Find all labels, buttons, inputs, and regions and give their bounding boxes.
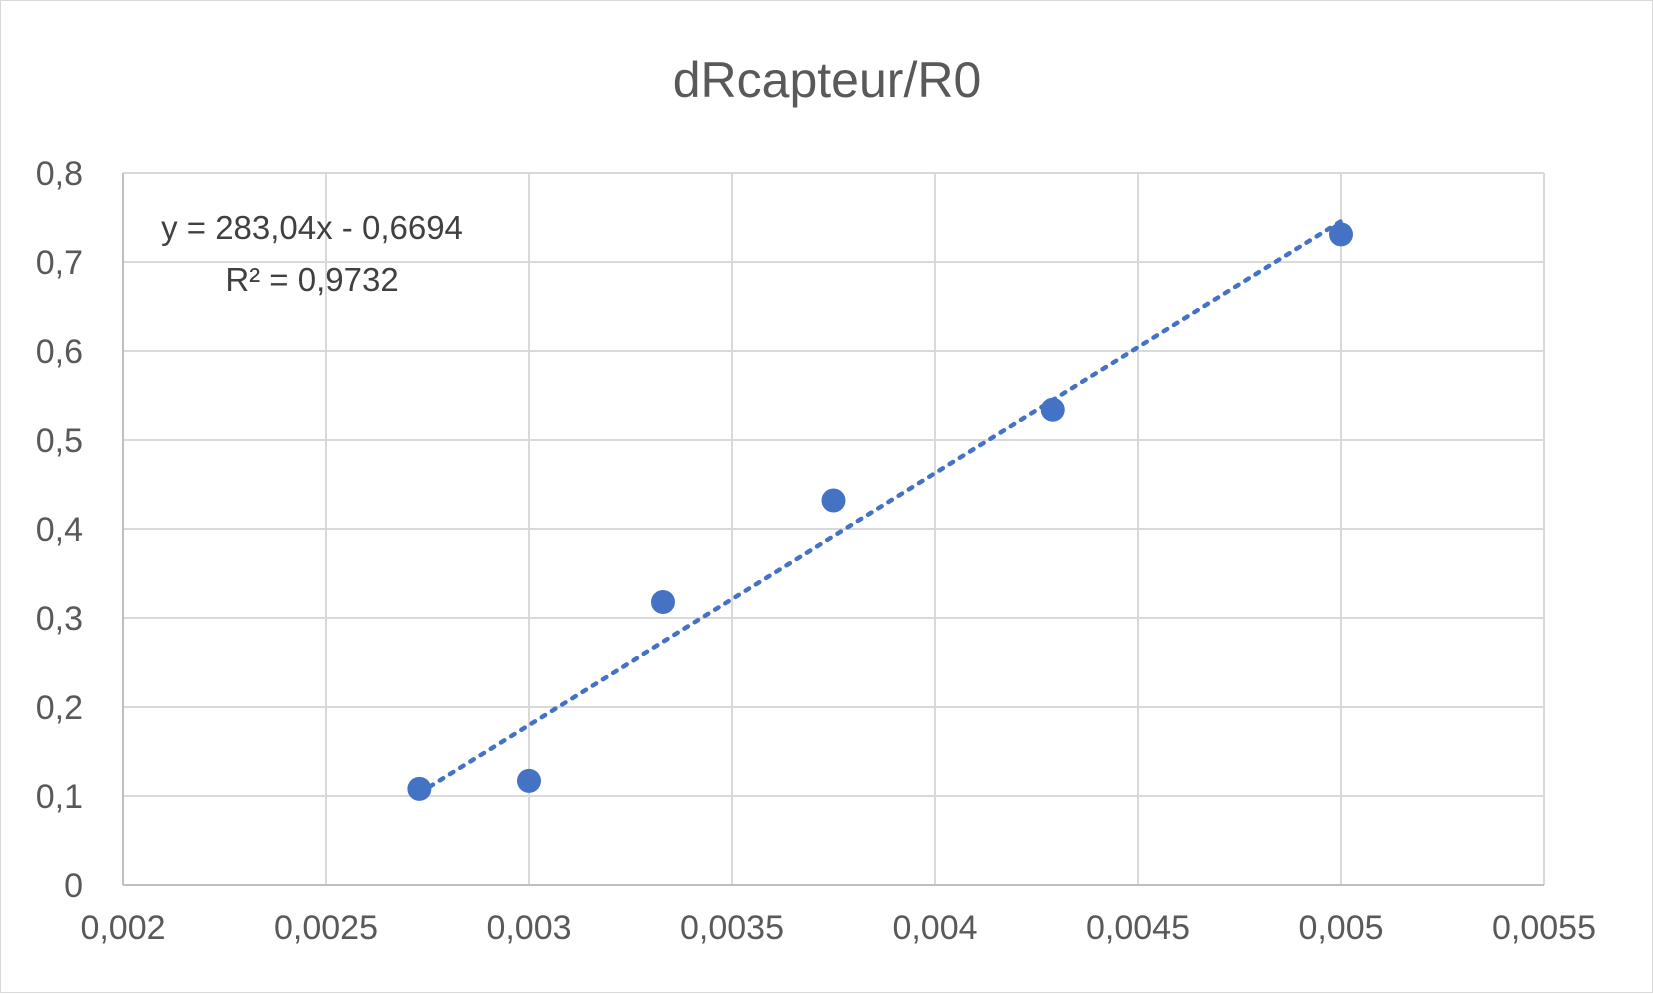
trendline-group — [417, 218, 1344, 796]
gridlines — [123, 172, 1545, 885]
data-point — [650, 589, 675, 614]
x-tick-label: 0,005 — [1298, 909, 1383, 947]
y-tick-label: 0,6 — [36, 333, 83, 371]
y-axis-tick-labels: 0 0,1 0,2 0,3 0,4 0,5 0,6 0,7 0,8 — [36, 155, 83, 905]
x-tick-label: 0,0035 — [680, 909, 784, 947]
x-tick-label: 0,0045 — [1086, 909, 1190, 947]
y-tick-label: 0,7 — [36, 244, 83, 282]
trendline-equation: y = 283,04x - 0,6694 — [161, 209, 463, 246]
x-tick-label: 0,0025 — [274, 909, 378, 947]
data-point — [1040, 397, 1065, 422]
y-tick-label: 0,2 — [36, 689, 83, 727]
x-tick-label: 0,004 — [892, 909, 977, 947]
axes — [122, 173, 1544, 886]
data-point — [407, 776, 432, 801]
x-axis-tick-labels: 0,002 0,0025 0,003 0,0035 0,004 0,0045 0,005 0,… — [80, 909, 1596, 947]
y-tick-label: 0,3 — [36, 600, 83, 638]
chart-title: dRcapteur/R0 — [673, 52, 982, 108]
x-tick-label: 0,0055 — [1492, 909, 1596, 947]
data-point — [821, 488, 846, 513]
data-points — [407, 222, 1353, 801]
trendline-r-squared: R² = 0,9732 — [225, 261, 398, 298]
y-tick-label: 0,1 — [36, 778, 83, 816]
y-tick-label: 0,5 — [36, 422, 83, 460]
data-point — [1329, 222, 1353, 247]
y-tick-label: 0,4 — [36, 511, 83, 549]
x-tick-label: 0,003 — [486, 909, 571, 947]
trendline — [417, 218, 1344, 796]
y-tick-label: 0 — [64, 867, 83, 905]
y-tick-label: 0,8 — [36, 155, 83, 193]
x-tick-label: 0,002 — [80, 909, 165, 947]
data-point — [517, 768, 541, 793]
